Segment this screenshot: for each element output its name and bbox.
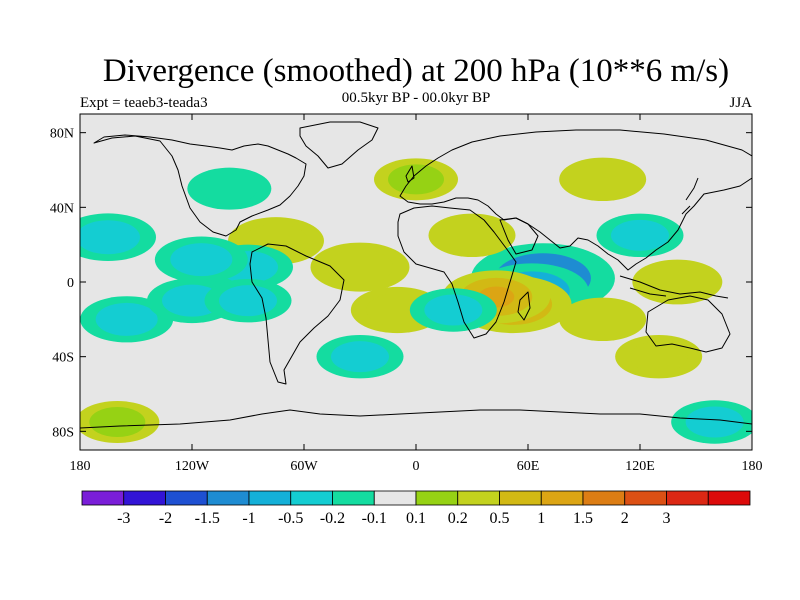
coastline-south-america xyxy=(249,243,345,385)
colorbar-label: -2 xyxy=(159,510,172,527)
colorbar-swatch xyxy=(457,490,500,506)
lat-tick-label: 0 xyxy=(67,276,74,291)
colorbar-label: -1 xyxy=(242,510,255,527)
field-patch xyxy=(685,406,744,438)
field-patch xyxy=(424,294,483,326)
experiment-label: Expt = teaeb3-teada3 xyxy=(80,95,208,111)
lat-tick-label: 80S xyxy=(52,425,74,440)
lat-axis: 80N 40N 0 40S 80S xyxy=(50,127,752,440)
colorbar-label: 2 xyxy=(621,510,629,527)
colorbar-label: -0.1 xyxy=(362,510,387,527)
coastline-eurasia xyxy=(399,129,752,271)
lat-tick-label: 40N xyxy=(50,201,74,216)
divergence-field xyxy=(80,157,752,444)
colorbar-swatch xyxy=(624,490,667,506)
colorbar-swatch xyxy=(540,490,584,506)
field-patch xyxy=(573,163,632,195)
colorbar-label: -0.5 xyxy=(278,510,303,527)
field-patch xyxy=(219,285,277,317)
colorbar-swatch xyxy=(707,490,751,506)
colorbar-label: 0.5 xyxy=(490,510,510,527)
lat-tick-label: 80N xyxy=(50,127,74,142)
coastline-antarctica xyxy=(80,409,752,429)
field-patch xyxy=(573,303,632,335)
colorbar-swatch xyxy=(81,490,125,506)
field-patch xyxy=(366,293,429,327)
field-patch xyxy=(388,164,444,195)
coastline-north-america xyxy=(93,134,307,237)
coastline-madagascar xyxy=(517,291,531,321)
lon-axis: 180 120W 60W 0 60E 120E 180 xyxy=(70,114,763,474)
field-patch xyxy=(80,220,140,255)
colorbar-label: 1 xyxy=(537,510,545,527)
colorbar-swatch xyxy=(248,490,292,506)
field-patch xyxy=(331,341,389,373)
field-patch xyxy=(611,219,669,251)
field-patch xyxy=(201,173,258,204)
field-patch xyxy=(162,284,222,317)
colorbar: -3 -2 -1.5 -1 -0.5 -0.2 -0.1 0.1 0.2 0.5 1 1.5 2 3 xyxy=(81,490,751,527)
lon-tick-label: 120E xyxy=(625,459,655,474)
colorbar-swatch xyxy=(666,490,709,506)
colorbar-swatch xyxy=(206,490,250,506)
field-patch xyxy=(170,243,233,277)
lon-tick-label: 60E xyxy=(517,459,540,474)
colorbar-label: -1.5 xyxy=(195,510,220,527)
colorbar-label: -0.2 xyxy=(320,510,345,527)
colorbar-swatch xyxy=(582,490,626,506)
lon-tick-label: 60W xyxy=(290,459,318,474)
map-area: 80N 40N 0 40S 80S 180 120W 60W 0 60E 120E 180 xyxy=(50,113,763,474)
coastline-british-isles xyxy=(405,165,415,183)
colorbar-swatch xyxy=(290,490,333,506)
colorbar-swatch xyxy=(123,490,166,506)
coastline-africa xyxy=(397,205,517,339)
colorbar-label: 1.5 xyxy=(573,510,593,527)
field-patch xyxy=(629,341,688,373)
colorbar-swatch xyxy=(499,490,542,506)
coastline-greenland xyxy=(299,121,379,169)
colorbar-label: 3 xyxy=(663,510,671,527)
colorbar-label: -3 xyxy=(117,510,130,527)
lon-tick-label: 0 xyxy=(413,459,420,474)
lat-tick-label: 40S xyxy=(52,351,74,366)
lon-tick-label: 120W xyxy=(175,459,210,474)
coastline-indonesia xyxy=(619,275,729,299)
field-patch xyxy=(443,219,501,251)
colorbar-swatch xyxy=(332,490,375,506)
coastline-japan xyxy=(681,177,699,215)
coastlines xyxy=(80,121,752,429)
colorbar-swatch xyxy=(415,490,459,506)
colorbar-label: 0.1 xyxy=(406,510,426,527)
period-label: 00.5kyr BP - 00.0kyr BP xyxy=(342,90,491,106)
field-patch xyxy=(95,302,158,336)
field-patch xyxy=(327,249,393,285)
coastline-arabia xyxy=(499,217,539,255)
lon-tick-label: 180 xyxy=(70,459,91,474)
colorbar-swatch xyxy=(373,490,417,506)
lon-tick-label: 180 xyxy=(742,459,763,474)
field-patch xyxy=(89,407,146,437)
colorbar-label: 0.2 xyxy=(448,510,468,527)
season-label: JJA xyxy=(729,95,752,111)
plot-title: Divergence (smoothed) at 200 hPa (10**6 … xyxy=(103,53,729,89)
coastline-australia xyxy=(645,295,731,353)
colorbar-swatch xyxy=(165,490,208,506)
